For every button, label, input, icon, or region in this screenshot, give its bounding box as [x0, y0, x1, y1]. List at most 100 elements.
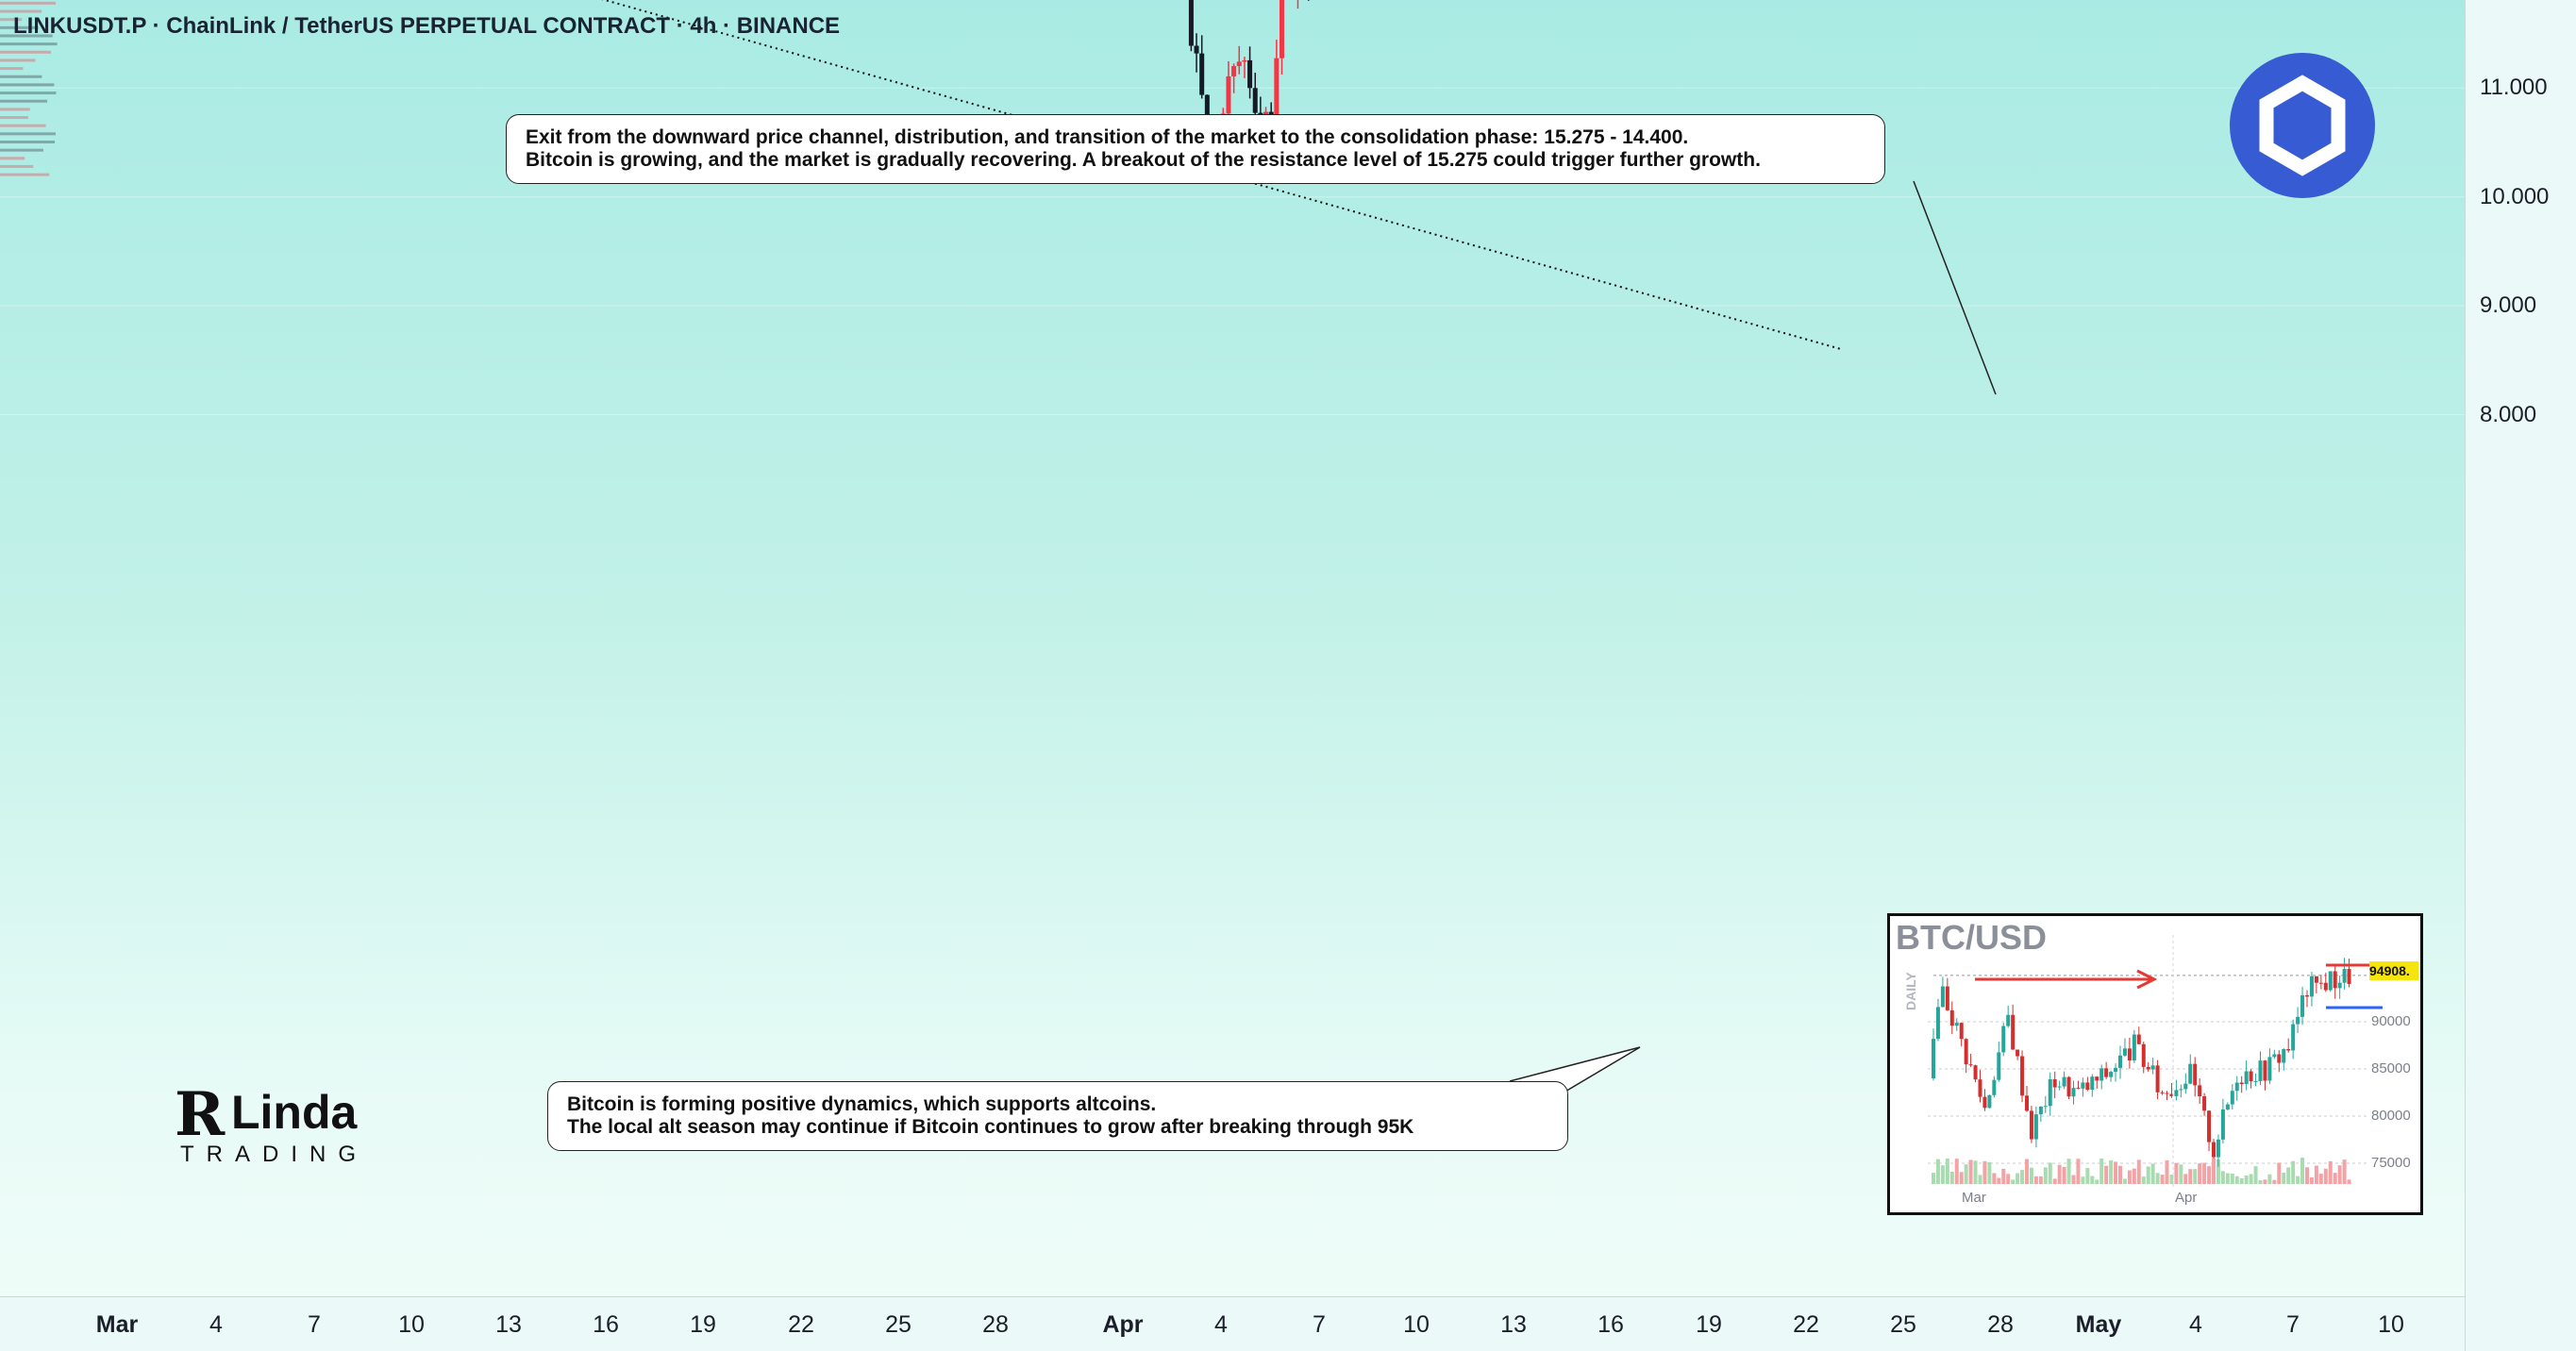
inset-volume-bar — [2234, 1176, 2239, 1184]
date-tick-label: 22 — [1793, 1311, 1819, 1338]
date-tick-label: 4 — [1214, 1311, 1228, 1338]
inset-candle-body — [2230, 1091, 2234, 1105]
inset-candle-body — [2188, 1063, 2193, 1084]
inset-candle-body — [2174, 1090, 2179, 1096]
inset-volume-bar — [2239, 1178, 2244, 1184]
candle-body — [1263, 111, 1269, 115]
inset-date-label: Apr — [2175, 1190, 2198, 1206]
inset-volume-bar — [2193, 1169, 2198, 1184]
inset-volume-bar — [2038, 1176, 2043, 1184]
volume-profile-bar — [0, 25, 39, 29]
candle-body — [1242, 59, 1247, 62]
inset-volume-bar — [2333, 1173, 2337, 1184]
inset-volume-bar — [2305, 1167, 2309, 1184]
inset-candle-body — [2029, 1110, 2033, 1140]
inset-candle-body — [2141, 1043, 2146, 1067]
date-tick-label: 13 — [495, 1311, 522, 1338]
inset-candle-body — [2136, 1034, 2141, 1044]
inset-candle-body — [2309, 976, 2314, 997]
inset-volume-bar — [1987, 1161, 1992, 1184]
volume-profile-bar — [0, 157, 25, 160]
inset-candle-body — [1964, 1039, 1968, 1065]
inset-candle-body — [2202, 1096, 2207, 1111]
note-bottom-line-1: Bitcoin is forming positive dynamics, wh… — [567, 1093, 1157, 1115]
inset-candle-body — [2282, 1048, 2286, 1063]
volume-profile-bar — [0, 92, 57, 95]
volume-profile-bar — [0, 42, 58, 46]
inset-candle-body — [2296, 1016, 2300, 1025]
inset-candle-body — [2183, 1083, 2188, 1090]
inset-candle-body — [2263, 1060, 2267, 1081]
inset-date-label: Mar — [1962, 1190, 1986, 1206]
inset-candle-body — [2033, 1114, 2038, 1140]
symbol-title: LINKUSDT.P · ChainLink / TetherUS PERPET… — [13, 13, 841, 39]
inset-candle-body — [2165, 1092, 2169, 1094]
inset-volume-bar — [2253, 1166, 2258, 1184]
time-axis[interactable] — [0, 1296, 2465, 1351]
inset-volume-bar — [2272, 1179, 2277, 1184]
inset-volume-bar — [2141, 1176, 2146, 1184]
inset-volume-bar — [2006, 1174, 2011, 1184]
inset-candle-body — [1949, 1009, 1954, 1026]
inset-volume-bar — [2033, 1176, 2038, 1184]
inset-candle-body — [2025, 1095, 2029, 1111]
author-logo: R Linda TRADING — [175, 1085, 392, 1170]
inset-volume-bar — [2165, 1159, 2169, 1184]
inset-volume-bar — [2267, 1174, 2272, 1184]
date-tick-label: 4 — [2189, 1311, 2202, 1338]
inset-volume-bar — [2309, 1176, 2314, 1184]
price-axis[interactable] — [2465, 0, 2576, 1351]
date-tick-label: 10 — [1403, 1311, 1430, 1338]
inset-volume-bar — [2300, 1158, 2305, 1184]
date-tick-label: 16 — [593, 1311, 619, 1338]
inset-tick-label: 75000 — [2371, 1155, 2411, 1171]
date-tick-label: 7 — [1313, 1311, 1326, 1338]
logo-sub: TRADING — [180, 1142, 368, 1167]
inset-candle-body — [2118, 1055, 2122, 1068]
inset-candle-body — [1978, 1079, 1982, 1097]
inset-volume-bar — [2136, 1159, 2141, 1184]
inset-tick-label: 85000 — [2371, 1060, 2411, 1076]
inset-volume-bar — [2062, 1166, 2066, 1184]
volume-profile-bar — [0, 9, 42, 13]
inset-candle-body — [2006, 1014, 2011, 1026]
inset-volume-bar — [2052, 1178, 2057, 1184]
inset-volume-bar — [2071, 1175, 2076, 1184]
inset-volume-bar — [2282, 1172, 2286, 1184]
inset-candle-body — [2146, 1066, 2150, 1070]
inset-candle-body — [2090, 1076, 2095, 1091]
inset-volume-bar — [2043, 1167, 2048, 1184]
inset-candle-body — [2076, 1088, 2081, 1090]
inset-candle-body — [2249, 1071, 2253, 1082]
date-tick-label: 25 — [885, 1311, 912, 1338]
volume-profile-bar — [0, 124, 46, 127]
date-tick-label: 28 — [1987, 1311, 2014, 1338]
inset-candle-body — [2333, 971, 2337, 989]
inset-volume-bar — [1940, 1165, 1945, 1184]
inset-volume-bar — [2150, 1163, 2155, 1184]
inset-tick-label: 90000 — [2371, 1013, 2411, 1029]
inset-candle-body — [2095, 1076, 2099, 1081]
inset-volume-bar — [2183, 1174, 2188, 1184]
date-tick-label: 19 — [1696, 1311, 1722, 1338]
inset-candle-body — [1959, 1023, 1964, 1040]
logo-word: Linda — [231, 1086, 358, 1139]
volume-profile-bar — [0, 1, 56, 5]
inset-volume-bar — [2328, 1160, 2333, 1184]
inset-candle-body — [2020, 1056, 2025, 1096]
inset-candle-body — [2057, 1086, 2062, 1088]
inset-volume-bar — [1992, 1173, 1997, 1184]
inset-candle-body — [2328, 971, 2333, 991]
inset-volume-bar — [1935, 1159, 1940, 1184]
date-tick-label: 22 — [788, 1311, 814, 1338]
inset-candle-body — [2234, 1082, 2239, 1092]
inset-volume-bar — [2207, 1166, 2212, 1184]
btc-inset-plot — [1928, 935, 2383, 1190]
inset-volume-bar — [2291, 1160, 2296, 1184]
inset-candle-body — [2272, 1054, 2277, 1058]
inset-volume-bar — [2314, 1165, 2318, 1184]
inset-candle-body — [2043, 1106, 2048, 1108]
date-tick-label: 4 — [209, 1311, 223, 1338]
inset-candle-body — [2016, 1049, 2020, 1057]
